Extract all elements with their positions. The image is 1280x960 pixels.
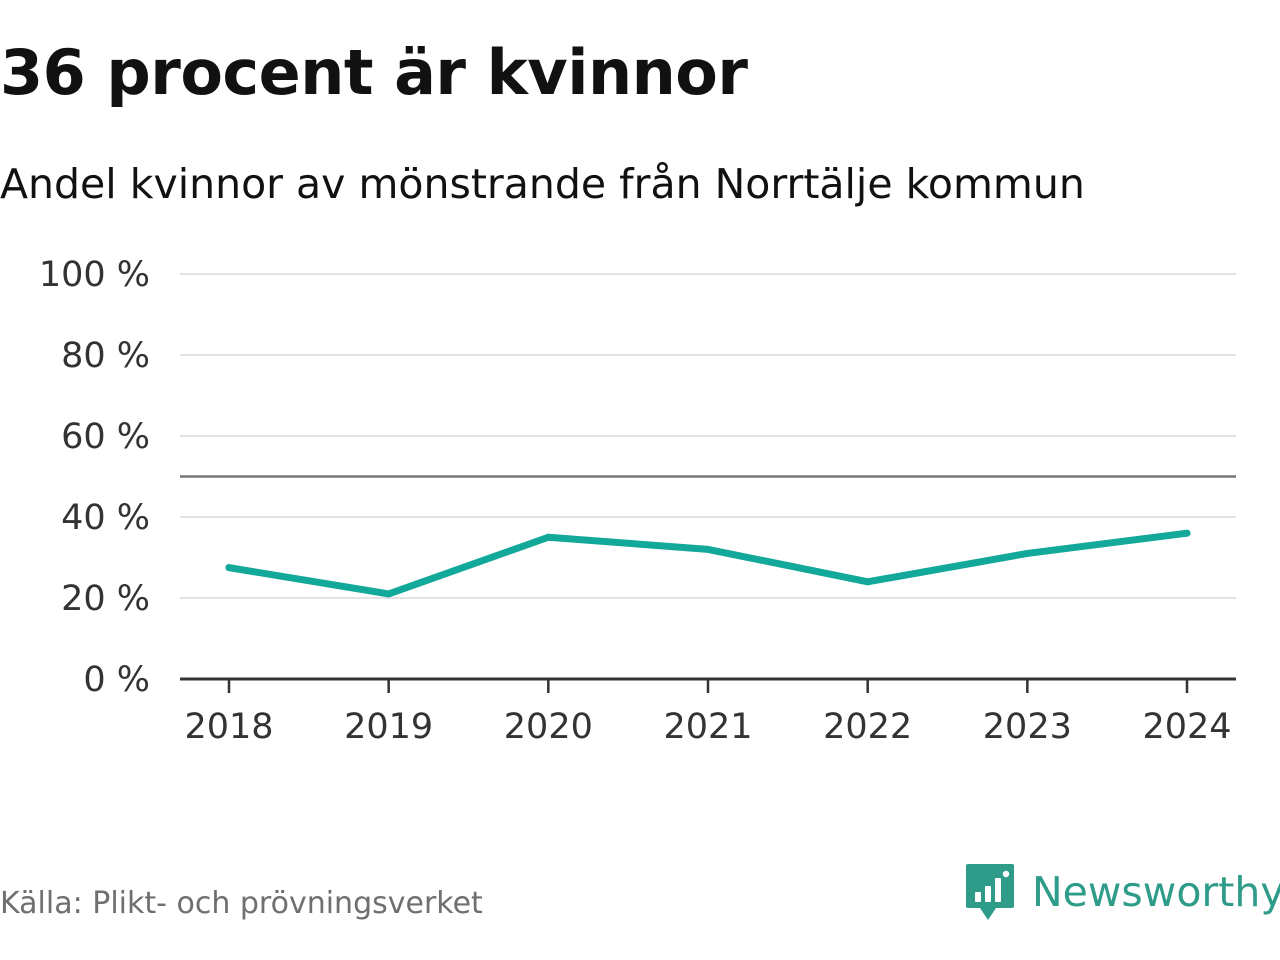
y-tick-label-80: 80 % [61, 336, 150, 376]
x-tick-label-2018: 2018 [184, 707, 273, 747]
data-point-2022 [864, 578, 872, 586]
x-tick-label-2023: 2023 [983, 707, 1072, 747]
newsworthy-logo-icon [966, 864, 1014, 920]
y-tick-label-0: 0 % [83, 660, 150, 700]
brand-name: Newsworthy [1032, 868, 1280, 916]
source-note: Källa: Plikt- och prövningsverket [0, 886, 483, 921]
y-tick-label-60: 60 % [61, 417, 150, 457]
brand-logo: Newsworthy [964, 862, 1280, 922]
x-tick-label-2019: 2019 [344, 707, 433, 747]
data-point-2023 [1023, 549, 1031, 557]
y-tick-label-20: 20 % [61, 579, 150, 619]
data-point-2019 [385, 590, 393, 598]
data-point-2024 [1183, 529, 1191, 537]
chart-subtitle: Andel kvinnor av mönstrande från Norrtäl… [0, 160, 1085, 208]
x-tick-label-2020: 2020 [504, 707, 593, 747]
x-tick-label-2022: 2022 [823, 707, 912, 747]
chart-title: 36 procent är kvinnor [0, 36, 748, 109]
series-line-0 [225, 529, 1191, 598]
x-tick-label-2021: 2021 [663, 707, 752, 747]
data-point-2018 [225, 564, 233, 572]
line-chart: 0 % 20 % 40 % 60 % 80 % 100 % 2018 2019 2020 2021… [39, 255, 1236, 747]
y-tick-label-40: 40 % [61, 498, 150, 538]
data-point-2020 [544, 533, 552, 541]
data-point-2021 [704, 545, 712, 553]
y-tick-label-100: 100 % [39, 255, 150, 295]
x-tick-label-2024: 2024 [1142, 707, 1231, 747]
